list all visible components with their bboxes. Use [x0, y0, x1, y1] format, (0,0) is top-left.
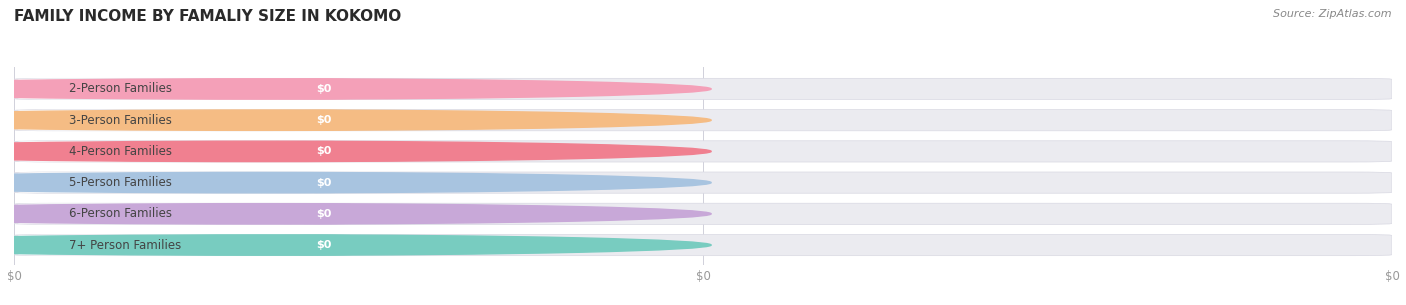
Circle shape — [0, 172, 711, 193]
Circle shape — [0, 204, 711, 224]
Text: $0: $0 — [316, 209, 332, 219]
Circle shape — [0, 235, 711, 255]
Text: $0: $0 — [316, 84, 332, 94]
Text: $0: $0 — [316, 146, 332, 156]
FancyBboxPatch shape — [18, 110, 297, 131]
FancyBboxPatch shape — [18, 172, 297, 193]
Text: $0: $0 — [316, 178, 332, 188]
Text: 5-Person Families: 5-Person Families — [69, 176, 172, 189]
FancyBboxPatch shape — [18, 235, 297, 256]
Text: 7+ Person Families: 7+ Person Families — [69, 239, 181, 252]
FancyBboxPatch shape — [14, 203, 1392, 224]
FancyBboxPatch shape — [298, 203, 352, 224]
FancyBboxPatch shape — [14, 109, 1392, 131]
Text: 6-Person Families: 6-Person Families — [69, 207, 172, 220]
Text: $0: $0 — [316, 240, 332, 250]
Text: 4-Person Families: 4-Person Families — [69, 145, 172, 158]
FancyBboxPatch shape — [14, 141, 1392, 162]
Text: 2-Person Families: 2-Person Families — [69, 82, 172, 95]
FancyBboxPatch shape — [298, 110, 352, 131]
Circle shape — [0, 141, 711, 162]
FancyBboxPatch shape — [18, 78, 297, 99]
Text: Source: ZipAtlas.com: Source: ZipAtlas.com — [1274, 9, 1392, 19]
FancyBboxPatch shape — [14, 78, 1392, 99]
Text: 3-Person Families: 3-Person Families — [69, 114, 172, 127]
FancyBboxPatch shape — [14, 172, 1392, 193]
Circle shape — [0, 110, 711, 130]
Text: $0: $0 — [316, 115, 332, 125]
FancyBboxPatch shape — [298, 141, 352, 162]
FancyBboxPatch shape — [18, 141, 297, 162]
Circle shape — [0, 79, 711, 99]
FancyBboxPatch shape — [298, 78, 352, 99]
FancyBboxPatch shape — [18, 203, 297, 224]
FancyBboxPatch shape — [14, 235, 1392, 256]
FancyBboxPatch shape — [298, 235, 352, 256]
Text: FAMILY INCOME BY FAMALIY SIZE IN KOKOMO: FAMILY INCOME BY FAMALIY SIZE IN KOKOMO — [14, 9, 401, 24]
FancyBboxPatch shape — [298, 172, 352, 193]
